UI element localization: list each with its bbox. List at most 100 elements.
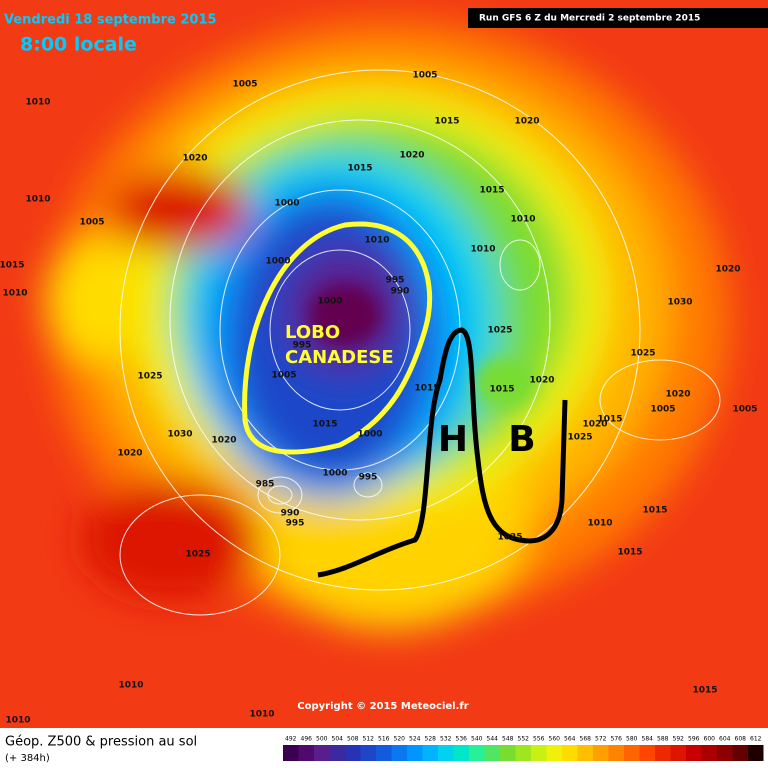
colorbar-label: 528 bbox=[425, 736, 437, 743]
colorbar-swatch bbox=[500, 745, 516, 761]
isobar-label: 1020 bbox=[514, 117, 539, 127]
green-patch bbox=[475, 358, 535, 408]
colorbar-swatch bbox=[608, 745, 624, 761]
colorbar-swatch bbox=[624, 745, 640, 761]
colorbar-label: 500 bbox=[316, 736, 328, 743]
colorbar-label: 584 bbox=[642, 736, 654, 743]
isobar-label: 1010 bbox=[2, 289, 27, 299]
isobar-label: 1010 bbox=[118, 681, 143, 691]
colorbar-label: 580 bbox=[626, 736, 638, 743]
isobar-label: 1005 bbox=[650, 405, 675, 415]
isobar-label: 1015 bbox=[434, 117, 459, 127]
colorbar-swatch bbox=[314, 745, 330, 761]
isobar-label: 1020 bbox=[529, 376, 554, 386]
run-bar bbox=[468, 8, 768, 28]
isobar-label: 1025 bbox=[630, 349, 655, 359]
colorbar-swatch bbox=[717, 745, 733, 761]
colorbar-label: 520 bbox=[394, 736, 406, 743]
colorbar-label: 588 bbox=[657, 736, 669, 743]
footer-lead: (+ 384h) bbox=[5, 753, 50, 764]
colorbar-swatch bbox=[438, 745, 454, 761]
isobar-label: 1005 bbox=[232, 80, 257, 90]
colorbar-swatch bbox=[577, 745, 593, 761]
colorbar-swatch bbox=[329, 745, 345, 761]
colorbar-label: 556 bbox=[533, 736, 545, 743]
date: Vendredi 18 septembre 2015 bbox=[4, 13, 217, 28]
isobar-label: 1000 bbox=[357, 430, 382, 440]
colorbar-label: 548 bbox=[502, 736, 514, 743]
isobar-label: 1015 bbox=[0, 261, 25, 271]
colorbar-label: 512 bbox=[363, 736, 375, 743]
colorbar: 492 496 500 504 508 512 516 520 524 528 532 536 540 5… bbox=[283, 736, 764, 761]
ridge-trough-line bbox=[317, 327, 568, 578]
colorbar-swatch bbox=[748, 745, 764, 761]
colorbar-label: 564 bbox=[564, 736, 576, 743]
colorbar-label: 492 bbox=[285, 736, 297, 743]
isobar-label: 1025 bbox=[497, 533, 522, 543]
isobar-label: 1015 bbox=[414, 384, 439, 394]
isobar-label: 1005 bbox=[271, 371, 296, 381]
isobar-label: 1000 bbox=[322, 469, 347, 479]
colorbar-swatch bbox=[701, 745, 717, 761]
colorbar-label: 544 bbox=[487, 736, 499, 743]
colorbar-label: 532 bbox=[440, 736, 452, 743]
isobar-label: 1015 bbox=[312, 420, 337, 430]
isobar-label: 1015 bbox=[479, 186, 504, 196]
isobar-label: 1020 bbox=[665, 390, 690, 400]
annotation: LOBO bbox=[285, 322, 340, 343]
run-info: Run GFS 6 Z du Mercredi 2 septembre 2015 bbox=[479, 14, 700, 24]
annotation: B bbox=[508, 419, 535, 460]
isobar-label: 990 bbox=[391, 287, 410, 297]
isobar-label: 990 bbox=[281, 509, 300, 519]
isobar-label: 985 bbox=[256, 480, 275, 490]
colorbar-label: 496 bbox=[301, 736, 313, 743]
time: 8:00 locale bbox=[20, 34, 137, 56]
colorbar-label: 572 bbox=[595, 736, 607, 743]
colorbar-swatch bbox=[453, 745, 469, 761]
lobo-contour bbox=[242, 221, 433, 455]
colorbar-label: 612 bbox=[750, 736, 762, 743]
colorbar-swatch bbox=[562, 745, 578, 761]
colorbar-swatch bbox=[593, 745, 609, 761]
isobar-label: 1015 bbox=[597, 415, 622, 425]
copyright: Copyright © 2015 Meteociel.fr bbox=[297, 701, 468, 712]
colorbar-label: 608 bbox=[735, 736, 747, 743]
isobar-label: 1020 bbox=[582, 420, 607, 430]
isobar-label: 1015 bbox=[642, 506, 667, 516]
colorbar-swatch bbox=[422, 745, 438, 761]
low-core bbox=[310, 285, 380, 345]
isobar-label: 1025 bbox=[137, 372, 162, 382]
isobar-label: 1010 bbox=[364, 236, 389, 246]
colorbar-swatch bbox=[469, 745, 485, 761]
isobar-label: 1010 bbox=[470, 245, 495, 255]
isobar-label: 1020 bbox=[715, 265, 740, 275]
colorbar-swatch bbox=[298, 745, 314, 761]
colorbar-swatch bbox=[407, 745, 423, 761]
isobar-label: 995 bbox=[386, 276, 405, 286]
colorbar-label: 600 bbox=[704, 736, 716, 743]
isobar-label: 1020 bbox=[211, 436, 236, 446]
colorbar-label: 592 bbox=[673, 736, 685, 743]
colorbar-swatch bbox=[515, 745, 531, 761]
isobar-label: 1020 bbox=[117, 449, 142, 459]
isobar-label: 1000 bbox=[274, 199, 299, 209]
isobar-label: 1015 bbox=[692, 686, 717, 696]
colorbar-swatch bbox=[376, 745, 392, 761]
isobar-label: 995 bbox=[293, 341, 312, 351]
isobar-label: 1015 bbox=[489, 385, 514, 395]
colorbar-swatch bbox=[484, 745, 500, 761]
colorbar-label: 536 bbox=[456, 736, 468, 743]
annotation: H bbox=[438, 419, 468, 460]
colorbar-label: 604 bbox=[719, 736, 731, 743]
isobar-label: 1010 bbox=[510, 215, 535, 225]
isobar-label: 1000 bbox=[317, 297, 342, 307]
isobar-label: 1015 bbox=[617, 548, 642, 558]
isobar-label: 1025 bbox=[567, 433, 592, 443]
colorbar-label: 560 bbox=[549, 736, 561, 743]
isobar-label: 1015 bbox=[347, 164, 372, 174]
colorbar-label: 596 bbox=[688, 736, 700, 743]
colorbar-swatch bbox=[531, 745, 547, 761]
annotation: CANADESE bbox=[285, 347, 394, 368]
